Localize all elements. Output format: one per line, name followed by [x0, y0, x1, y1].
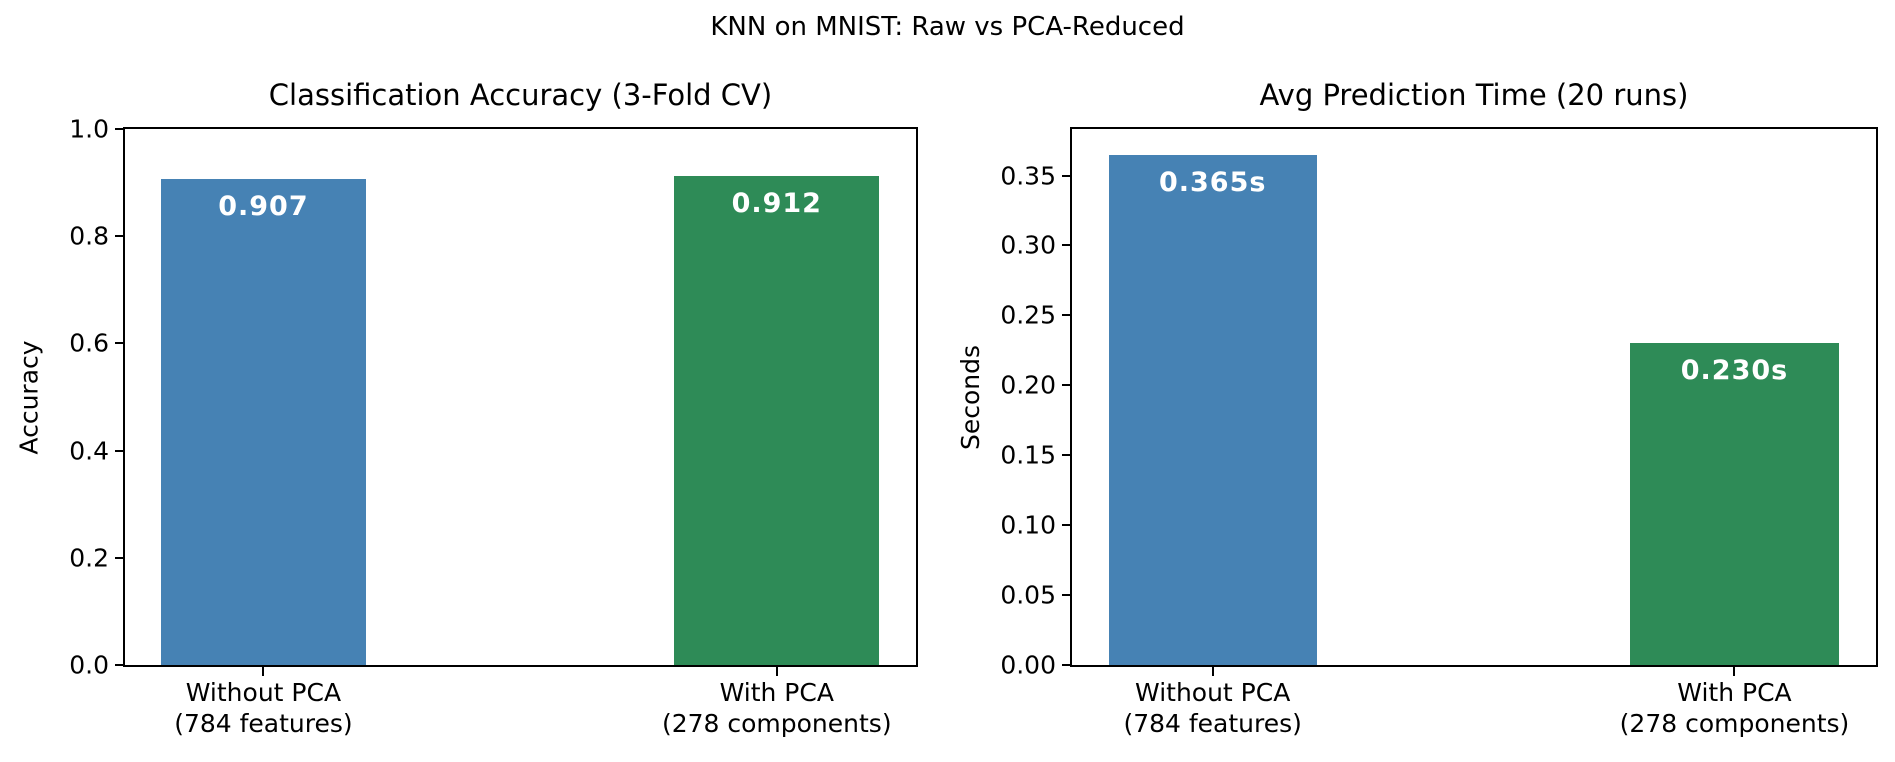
- accuracy-ytick-mark-0: [115, 664, 123, 666]
- subplot-title-time: Avg Prediction Time (20 runs): [1259, 78, 1689, 112]
- accuracy-ytick-label-4: 0.8: [69, 221, 109, 251]
- time-xtick-mark-with-pca: [1733, 667, 1736, 676]
- accuracy-bar-with-pca: 0.912: [674, 176, 880, 665]
- accuracy-xtick-label-without-pca: Without PCA (784 features): [174, 677, 352, 739]
- time-xtick-mark-without-pca: [1211, 667, 1214, 676]
- accuracy-ytick-mark-1: [115, 556, 123, 559]
- time-ytick-label-3: 0.15: [1000, 440, 1056, 470]
- time-bar-with-pca: 0.230s: [1630, 343, 1839, 665]
- y-axis-label-box-accuracy: Accuracy: [8, 127, 50, 667]
- time-ytick-label-1: 0.05: [1000, 580, 1056, 610]
- y-axis-label-time: Seconds: [956, 344, 986, 450]
- time-xtick-label-with-pca-line-1: (278 components): [1619, 709, 1850, 738]
- accuracy-xtick-label-with-pca-line-1: (278 components): [661, 709, 892, 738]
- y-axis-label-accuracy: Accuracy: [14, 339, 44, 455]
- accuracy-ytick-label-2: 0.4: [69, 436, 109, 466]
- time-ytick-label-0: 0.00: [1000, 650, 1056, 680]
- figure-title: KNN on MNIST: Raw vs PCA-Reduced: [710, 12, 1185, 42]
- accuracy-xtick-label-without-pca-line-0: Without PCA: [185, 678, 342, 707]
- time-ytick-mark-3: [1062, 454, 1070, 457]
- time-ytick-mark-2: [1062, 524, 1070, 527]
- time-ytick-label-2: 0.10: [1000, 510, 1056, 540]
- accuracy-ytick-mark-4: [115, 235, 123, 238]
- time-ytick-mark-7: [1062, 174, 1070, 177]
- time-bar-without-pca: 0.365s: [1108, 154, 1317, 665]
- axes-time: 0.00 0.05 0.10 0.15 0.20 0.25 0.30 0.35 0.365s Wi…: [1000, 127, 1878, 738]
- accuracy-xtick-label-without-pca-line-1: (784 features): [174, 709, 353, 738]
- time-xtick-label-with-pca-line-0: With PCA: [1677, 678, 1792, 707]
- time-bar-value-label-without-pca: 0.365s: [1158, 166, 1267, 198]
- accuracy-ytick-label-3: 0.6: [69, 328, 109, 358]
- time-ytick-mark-1: [1062, 594, 1070, 597]
- time-ytick-label-5: 0.25: [1000, 300, 1056, 330]
- axes-accuracy: 0.0 0.2 0.4 0.6 0.8 1.0 0.907 Without PCA (784 f…: [69, 115, 918, 738]
- time-xtick-label-without-pca-line-0: Without PCA: [1135, 678, 1291, 707]
- time-xtick-label-without-pca: Without PCA (784 features): [1123, 677, 1301, 739]
- accuracy-ytick-label-0: 0.0: [69, 650, 109, 680]
- accuracy-xtick-mark-with-pca: [775, 667, 778, 676]
- accuracy-ytick-label-5: 1.0: [69, 114, 109, 144]
- accuracy-bar-without-pca: 0.907: [160, 178, 366, 665]
- accuracy-bar-value-label-with-pca: 0.912: [731, 188, 822, 220]
- subplot-title-accuracy: Classification Accuracy (3-Fold CV): [268, 78, 773, 112]
- accuracy-ytick-mark-3: [115, 342, 123, 345]
- time-ytick-label-6: 0.30: [1000, 230, 1056, 260]
- accuracy-ytick-mark-2: [115, 449, 123, 452]
- y-axis-label-box-time: Seconds: [950, 127, 992, 667]
- time-ytick-mark-5: [1062, 314, 1070, 317]
- time-ytick-mark-6: [1062, 244, 1070, 247]
- accuracy-ytick-label-1: 0.2: [69, 543, 109, 573]
- accuracy-bar-value-label-without-pca: 0.907: [218, 190, 309, 222]
- time-bar-value-label-with-pca: 0.230s: [1680, 355, 1789, 387]
- time-xtick-label-without-pca-line-1: (784 features): [1123, 709, 1302, 738]
- time-ytick-label-7: 0.35: [1000, 161, 1056, 191]
- accuracy-xtick-label-with-pca: With PCA (278 components): [662, 677, 892, 739]
- time-xtick-label-with-pca: With PCA (278 components): [1620, 677, 1850, 739]
- accuracy-ytick-mark-5: [115, 128, 123, 130]
- accuracy-xtick-mark-without-pca: [262, 667, 265, 676]
- time-ytick-label-4: 0.20: [1000, 370, 1056, 400]
- accuracy-xtick-label-with-pca-line-0: With PCA: [719, 678, 834, 707]
- time-ytick-mark-0: [1062, 664, 1070, 666]
- time-ytick-mark-4: [1062, 384, 1070, 387]
